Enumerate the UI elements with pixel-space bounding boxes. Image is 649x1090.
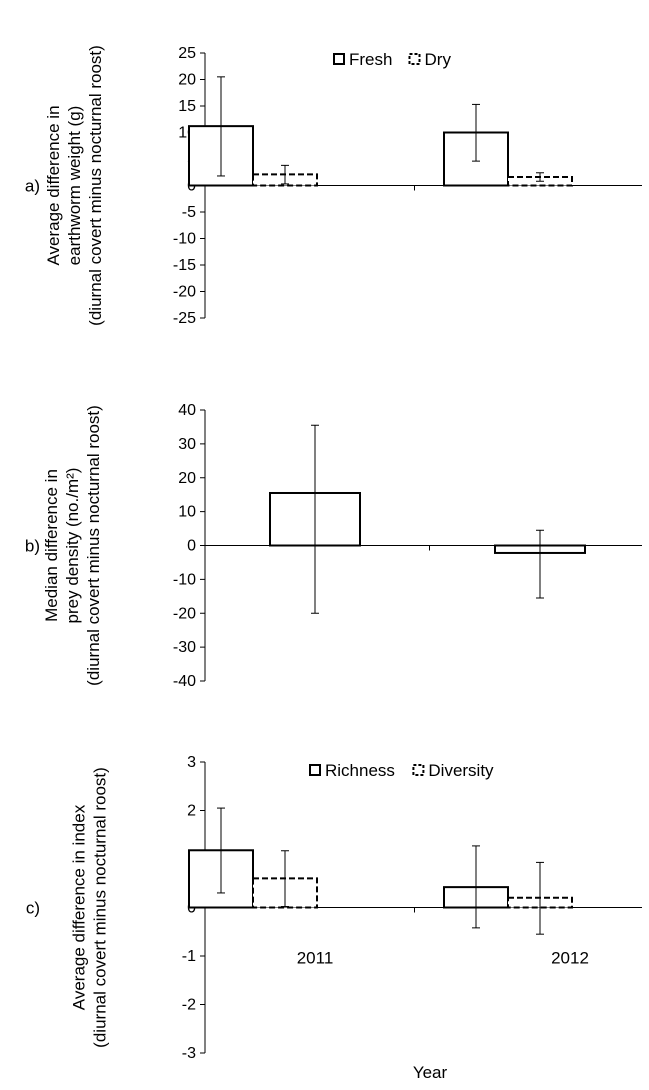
- panel-label: c): [26, 899, 40, 918]
- y-tick-label: 20: [178, 470, 196, 487]
- y-tick-label: -2: [182, 997, 196, 1014]
- panel-a: 2520151050-5-10-15-20-25a)Average differ…: [25, 45, 642, 327]
- y-tick-label: -10: [173, 571, 196, 588]
- legend-swatch-diversity: [412, 764, 425, 776]
- y-tick-label: -3: [182, 1045, 196, 1062]
- y-tick-label: -10: [173, 231, 196, 248]
- y-axis-title-line: Median difference in: [42, 469, 61, 622]
- y-axis-title-line: Average difference in: [44, 105, 63, 265]
- x-category-label: 2012: [551, 949, 589, 968]
- y-tick-label: 0: [187, 538, 196, 555]
- y-tick-label: -40: [173, 673, 196, 690]
- y-tick-label: 20: [178, 72, 196, 89]
- y-axis-title-line: (diurnal covert minus nocturnal roost): [84, 405, 103, 686]
- y-tick-label: -5: [182, 204, 196, 221]
- y-tick-label: -15: [173, 257, 196, 274]
- y-tick-label: 10: [178, 504, 196, 521]
- y-tick-label: 3: [187, 754, 196, 771]
- y-axis-title-line: (diurnal covert minus nocturnal roost): [86, 45, 105, 326]
- legend-label-fresh: Fresh: [349, 50, 392, 69]
- x-category-label: 2011: [297, 949, 334, 968]
- y-axis-title-line: earthworm weight (g): [65, 106, 84, 266]
- y-tick-label: -30: [173, 639, 196, 656]
- y-tick-label: -20: [173, 284, 196, 301]
- panel-b: 40 30 20 10 0 -10 -20 -30 -40 b) Median difference…: [25, 402, 642, 690]
- legend-label-dry: Dry: [425, 50, 452, 69]
- legend-swatch-dry: [408, 53, 421, 65]
- y-tick-label: -20: [173, 605, 196, 622]
- y-axis-title-line: Average difference in index: [70, 804, 89, 1010]
- y-tick-label: 30: [178, 436, 196, 453]
- x-axis-title: Year: [413, 1063, 448, 1082]
- y-tick-label: 40: [178, 402, 196, 419]
- legend-label-richness: Richness: [325, 761, 395, 780]
- legend-swatch-fresh: [333, 53, 345, 65]
- y-tick-label: 15: [178, 98, 196, 115]
- panel-label: a): [25, 177, 40, 196]
- legend-swatch-richness: [309, 764, 321, 776]
- y-tick-label: 25: [178, 45, 196, 62]
- y-axis-title-line: (diurnal covert minus nocturnal roost): [91, 767, 110, 1048]
- y-tick-label: -1: [182, 948, 196, 965]
- y-tick-label: 2: [187, 803, 196, 820]
- y-axis-title-line: prey density (no./m²): [63, 468, 82, 624]
- y-tick-label: -25: [173, 310, 196, 327]
- legend-label-diversity: Diversity: [428, 761, 494, 780]
- panel-c: 3210-1-2-3c)Average difference in index(…: [26, 754, 642, 1082]
- panel-label: b): [25, 537, 40, 556]
